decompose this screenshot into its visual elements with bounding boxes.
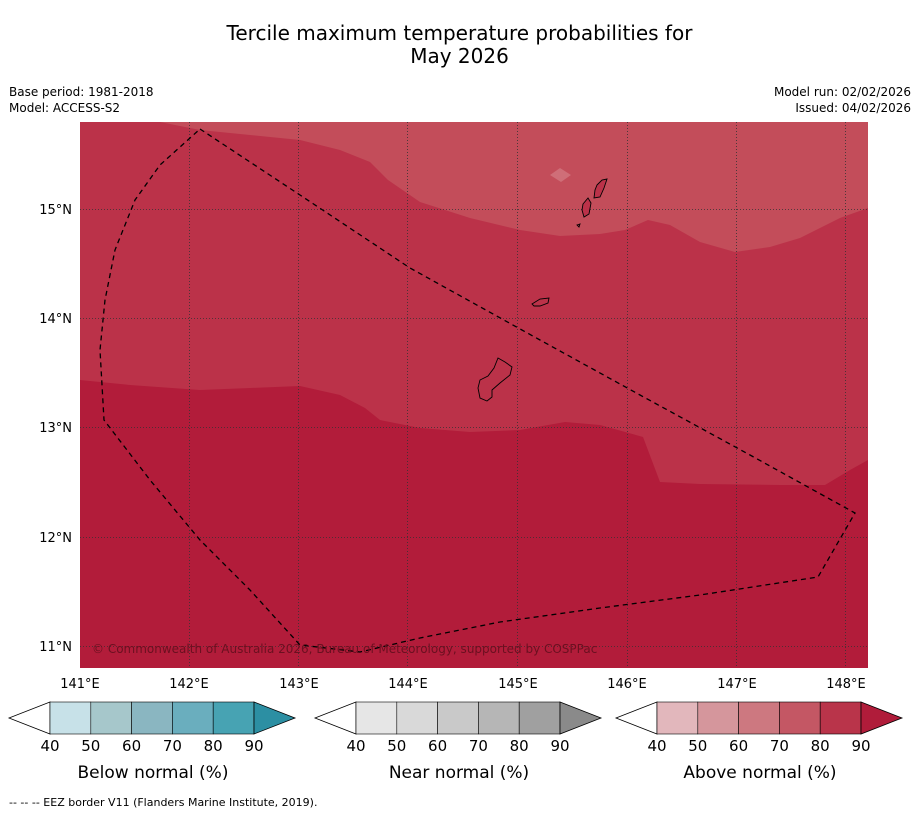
- colorbar-tick: 50: [387, 737, 406, 755]
- gridlines: [80, 122, 868, 668]
- colorbar-segment: [355, 701, 398, 735]
- colorbar-high-arrow: [559, 701, 603, 735]
- colorbar-segment: [478, 701, 520, 735]
- model-run: Model run: 02/02/2026: [773, 85, 911, 99]
- colorbar-low-arrow: [313, 701, 357, 735]
- meta-left: Base period: 1981-2018 Model: ACCESS-S2: [9, 84, 154, 116]
- colorbar-tick: 50: [81, 737, 100, 755]
- island-aguijan: [576, 223, 581, 228]
- island-tinian: [581, 197, 592, 218]
- colorbar-tick: 60: [729, 737, 748, 755]
- colorbar-segment: [212, 701, 255, 735]
- lon-tick: 147°E: [717, 677, 757, 692]
- colorbar-tick: 60: [428, 737, 447, 755]
- title-line-2: May 2026: [410, 44, 509, 68]
- colorbar-segment: [49, 701, 92, 735]
- colorbar-tick: 90: [851, 737, 870, 755]
- colorbar-tick: 40: [346, 737, 365, 755]
- lon-tick: 141°E: [60, 677, 100, 692]
- colorbar-label: Near normal (%): [389, 763, 529, 783]
- eez-border: [99, 128, 856, 653]
- title-line-1: Tercile maximum temperature probabilitie…: [226, 21, 693, 45]
- colorbar-tick: 70: [770, 737, 789, 755]
- map-area: © Commonwealth of Australia 2026, Bureau…: [80, 122, 868, 668]
- colorbar-segment: [172, 701, 214, 735]
- colorbar-tick: 40: [40, 737, 59, 755]
- colorbar-tick: 70: [163, 737, 182, 755]
- colorbar-segment: [90, 701, 132, 735]
- colorbar-segment: [437, 701, 479, 735]
- model-name: Model: ACCESS-S2: [9, 101, 121, 115]
- colorbar-tick: 80: [510, 737, 529, 755]
- colorbar-above: 40 50 60 70 80 90 Above normal (%): [614, 701, 904, 783]
- colorbar-tick: 80: [811, 737, 830, 755]
- colorbar-segment: [738, 701, 780, 735]
- colorbar-tick: 60: [122, 737, 141, 755]
- colorbar-segment: [656, 701, 699, 735]
- colorbar-segment: [697, 701, 739, 735]
- lat-tick: 13°N: [39, 421, 72, 436]
- issued-date: Issued: 04/02/2026: [795, 101, 911, 115]
- colorbar-label: Below normal (%): [78, 763, 229, 783]
- island-saipan: [593, 178, 608, 199]
- base-period: Base period: 1981-2018: [9, 85, 154, 99]
- colorbar-tick: 40: [647, 737, 666, 755]
- band-70-80: [160, 122, 868, 252]
- colorbar-tick: 70: [469, 737, 488, 755]
- colorbar-segment: [779, 701, 821, 735]
- island-guam: [477, 357, 513, 402]
- colorbar-tick: 90: [244, 737, 263, 755]
- islands: [477, 178, 608, 402]
- colorbar-below: 40 50 60 70 80 90 Below normal (%): [7, 701, 297, 783]
- lon-tick: 146°E: [607, 677, 647, 692]
- island-rota: [531, 297, 550, 307]
- lon-tick: 148°E: [826, 677, 866, 692]
- colorbar-segment: [819, 701, 862, 735]
- lon-tick: 144°E: [388, 677, 428, 692]
- colorbar-low-arrow: [614, 701, 658, 735]
- axis-labels: 141°E 142°E 143°E 144°E 145°E 146°E 147°…: [39, 203, 866, 692]
- lat-tick: 14°N: [39, 312, 72, 327]
- colorbar-tick: 80: [204, 737, 223, 755]
- colorbar-label: Above normal (%): [683, 763, 836, 783]
- lon-tick: 142°E: [169, 677, 209, 692]
- lon-tick: 143°E: [279, 677, 319, 692]
- lat-tick: 12°N: [39, 531, 72, 546]
- colorbar-tick: 90: [550, 737, 569, 755]
- lat-tick: 11°N: [39, 640, 72, 655]
- colorbar-high-arrow: [253, 701, 297, 735]
- chart-title: Tercile maximum temperature probabilitie…: [0, 22, 919, 68]
- colorbar-segment: [518, 701, 561, 735]
- colorbar-low-arrow: [7, 701, 51, 735]
- eez-footer-note: -- -- -- EEZ border V11 (Flanders Marine…: [9, 796, 318, 809]
- meta-right: Model run: 02/02/2026 Issued: 04/02/2026: [774, 84, 911, 116]
- band-light-patch: [550, 168, 571, 182]
- copyright-text: © Commonwealth of Australia 2026, Bureau…: [92, 642, 597, 656]
- band-90-plus: [80, 380, 868, 668]
- lon-tick: 145°E: [498, 677, 538, 692]
- lat-tick: 15°N: [39, 203, 72, 218]
- colorbar-high-arrow: [860, 701, 904, 735]
- colorbar-tick: 50: [688, 737, 707, 755]
- colorbar-near: 40 50 60 70 80 90 Near normal (%): [313, 701, 603, 783]
- colorbar-segment: [396, 701, 438, 735]
- colorbar-segment: [131, 701, 173, 735]
